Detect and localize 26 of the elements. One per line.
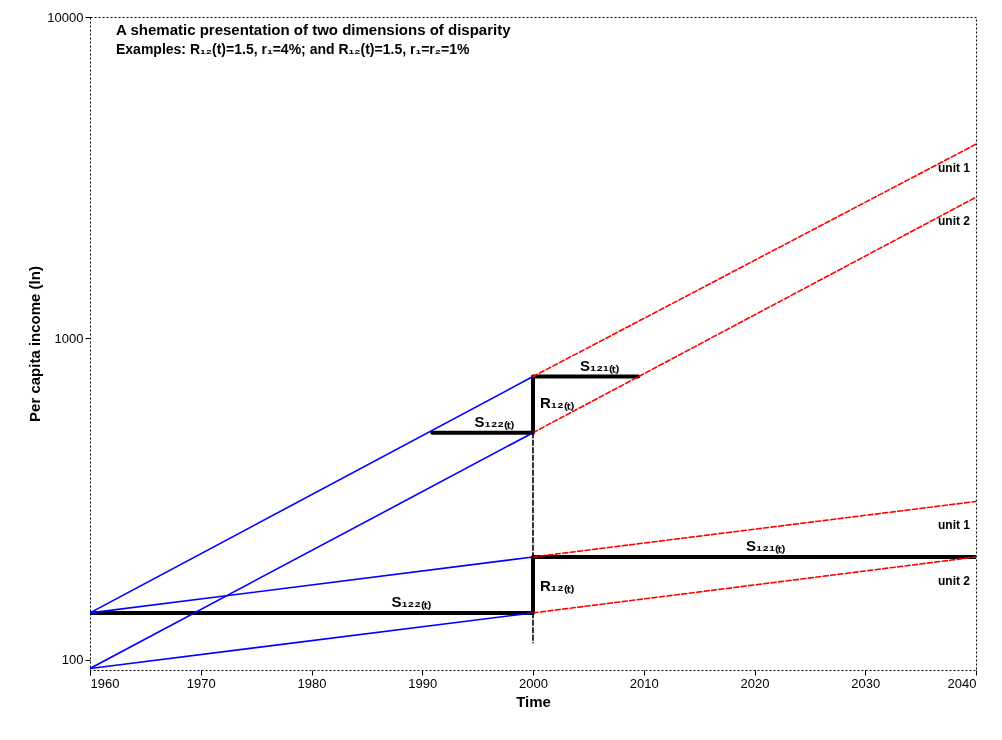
annotation: S₁₂₁₍ₜ₎ (746, 536, 786, 554)
series-label: unit 2 (938, 573, 971, 588)
chart-title: A shematic presentation of two dimensions of disparity (116, 21, 512, 38)
annotation: S₁₂₁₍ₜ₎ (579, 356, 619, 374)
x-tick-label: 1980 (297, 675, 327, 691)
x-tick-label: 2010 (629, 675, 659, 691)
x-tick-label: 2000 (519, 675, 548, 691)
y-axis-title: Per capita income (ln) (26, 266, 44, 422)
annotation: R₁₂₍ₜ₎ (540, 576, 574, 594)
series-label: unit 1 (938, 161, 971, 176)
x-tick-label: 2020 (740, 675, 770, 691)
series-label: unit 1 (938, 518, 971, 533)
text: Examples: R₁₂(t)=1.5, r₁=4%; and R₁₂(t)=1.5, r₁=r₂=1% (116, 41, 470, 57)
x-tick-label: 1970 (186, 675, 216, 691)
x-tick-label: 1990 (408, 675, 438, 691)
y-tick-label: 1000 (54, 330, 84, 346)
y-tick-label: 10000 (47, 9, 84, 25)
x-tick-label: 2040 (947, 675, 977, 691)
y-tick-label: 100 (61, 652, 84, 668)
annotation: S₁₂₂₍ₜ₎ (391, 592, 431, 610)
series-label: unit 2 (938, 214, 971, 229)
annotation: S₁₂₂₍ₜ₎ (474, 412, 515, 430)
annotation: R₁₂₍ₜ₎ (540, 393, 574, 411)
x-tick-label: 2030 (851, 675, 881, 691)
x-tick-label: 1960 (90, 675, 120, 691)
x-axis-title: Time (516, 692, 551, 710)
